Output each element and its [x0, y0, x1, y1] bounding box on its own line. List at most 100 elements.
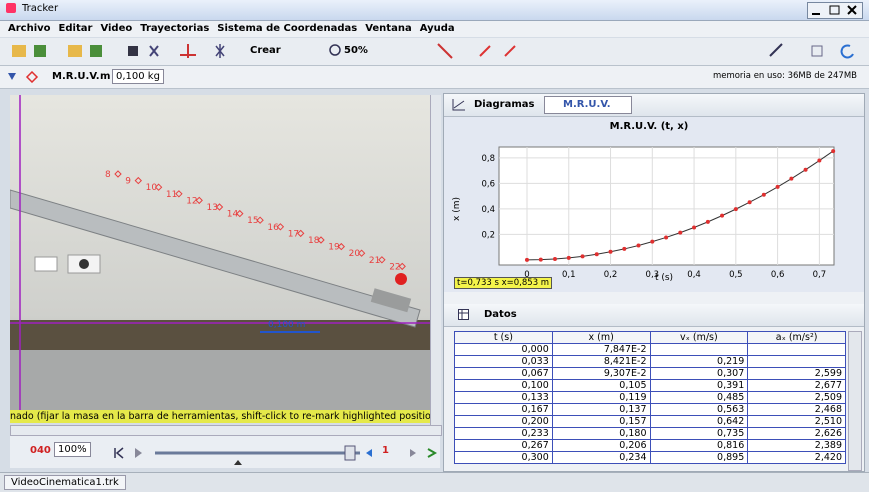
window-buttons[interactable]: [807, 2, 863, 19]
data-point: [637, 243, 641, 247]
right-panel: Diagramas M.R.U.V. M.R.U.V. (t, x) t (s)…: [443, 93, 865, 472]
plot-icon: [452, 99, 466, 111]
table-cell: 0,816: [650, 440, 748, 452]
point-label: 15: [247, 216, 258, 226]
mass-field[interactable]: 0,100 kg: [112, 69, 164, 84]
column-header: x (m): [552, 332, 650, 344]
point-label: 13: [207, 203, 218, 213]
create-button[interactable]: Crear: [250, 45, 281, 56]
table-cell: 8,421E-2: [552, 356, 650, 368]
data-point: [706, 220, 710, 224]
menu-item[interactable]: Sistema de Coordenadas: [217, 23, 357, 34]
data-point: [734, 207, 738, 211]
point-label: 14: [227, 210, 239, 220]
step-size[interactable]: 1: [382, 445, 389, 456]
table-cell: 0,563: [650, 404, 748, 416]
point-label: 9: [125, 177, 131, 187]
zoom-field[interactable]: 100%: [54, 442, 91, 457]
file-tab[interactable]: VideoCinematica1.trk: [4, 475, 126, 490]
menu-item[interactable]: Editar: [59, 23, 93, 34]
table-cell: 0,200: [455, 416, 553, 428]
table-cell: 2,389: [748, 440, 846, 452]
zoom-button[interactable]: 50%: [344, 45, 368, 56]
point-label: 19: [328, 243, 340, 253]
x-tick-label: 0,1: [562, 270, 576, 280]
column-header: t (s): [455, 332, 553, 344]
y-axis-label: x (m): [452, 197, 462, 221]
data-point: [553, 257, 557, 261]
x-tick-label: 0,6: [771, 270, 785, 280]
menu-item[interactable]: Trayectorias: [140, 23, 209, 34]
column-header: vₓ (m/s): [650, 332, 748, 344]
mass-label: m: [100, 71, 110, 82]
table-cell: 0,307: [650, 368, 748, 380]
table-row: 0,0679,307E-20,3072,599: [455, 368, 846, 380]
point-label: 16: [267, 223, 279, 233]
data-point: [539, 258, 543, 262]
data-point: [720, 214, 724, 218]
player-controls: 040 100% 1: [10, 436, 440, 468]
data-point: [789, 177, 793, 181]
table-cell: [748, 356, 846, 368]
menu-item[interactable]: Video: [100, 23, 132, 34]
status-message: nado (fijar la masa en la barra de herra…: [10, 410, 430, 423]
menu-item[interactable]: Archivo: [8, 23, 51, 34]
data-point: [804, 168, 808, 172]
table-cell: 0,133: [455, 392, 553, 404]
table-cell: 0,180: [552, 428, 650, 440]
table-cell: 0,167: [455, 404, 553, 416]
table-cell: 0,219: [650, 356, 748, 368]
table-scrollbar[interactable]: [848, 331, 862, 471]
table-cell: [748, 344, 846, 356]
table-cell: 0,067: [455, 368, 553, 380]
table-cell: 0,206: [552, 440, 650, 452]
table-cell: 0,300: [455, 452, 553, 464]
plot-tab[interactable]: Diagramas: [474, 94, 534, 116]
data-point: [762, 193, 766, 197]
window-title: Tracker: [22, 3, 58, 14]
horizontal-scrollbar[interactable]: [10, 425, 442, 436]
point-label: 18: [308, 236, 320, 246]
table-row: 0,3000,2340,8952,420: [455, 452, 846, 464]
table-cell: 0,895: [650, 452, 748, 464]
toolbar: Crear 50%: [0, 38, 869, 66]
table-row: 0,2330,1800,7352,626: [455, 428, 846, 440]
data-point: [650, 240, 654, 244]
plot: M.R.U.V. (t, x) t (s) x (m) 00,10,20,30,…: [444, 117, 864, 292]
video-scrollbar[interactable]: [430, 95, 441, 425]
menu-item[interactable]: Ventana: [365, 23, 412, 34]
point-label: 8: [105, 170, 111, 180]
point-label: 10: [146, 183, 158, 193]
data-point: [581, 254, 585, 258]
table-cell: 0,119: [552, 392, 650, 404]
title-bar: Tracker: [0, 0, 869, 21]
x-tick-label: 0,2: [604, 270, 618, 280]
plot-track-select[interactable]: M.R.U.V.: [544, 96, 632, 114]
table-cell: 2,626: [748, 428, 846, 440]
y-tick-label: 0,4: [481, 205, 495, 215]
y-tick-label: 0,8: [481, 154, 495, 164]
data-point: [678, 231, 682, 235]
plot-header: Diagramas M.R.U.V.: [444, 94, 864, 117]
table-cell: 2,468: [748, 404, 846, 416]
plot-area: [499, 147, 834, 265]
table-cell: 0,105: [552, 380, 650, 392]
x-tick-label: 0,7: [813, 270, 827, 280]
menu-item[interactable]: Ayuda: [420, 23, 455, 34]
data-point: [595, 252, 599, 256]
track-icons: [8, 71, 48, 83]
tracker-window: Tracker Archivo Editar Video Trayectorias Si…: [0, 0, 869, 491]
tab-bar: VideoCinematica1.trk: [0, 472, 869, 492]
data-point: [776, 185, 780, 189]
menu-bar: Archivo Editar Video Trayectorias Sistema de…: [0, 21, 869, 37]
table-cell: 0,735: [650, 428, 748, 440]
table-header-row: t (s)x (m)vₓ (m/s)aₓ (m/s²): [455, 332, 846, 344]
track-name[interactable]: M.R.U.V.: [52, 71, 100, 82]
